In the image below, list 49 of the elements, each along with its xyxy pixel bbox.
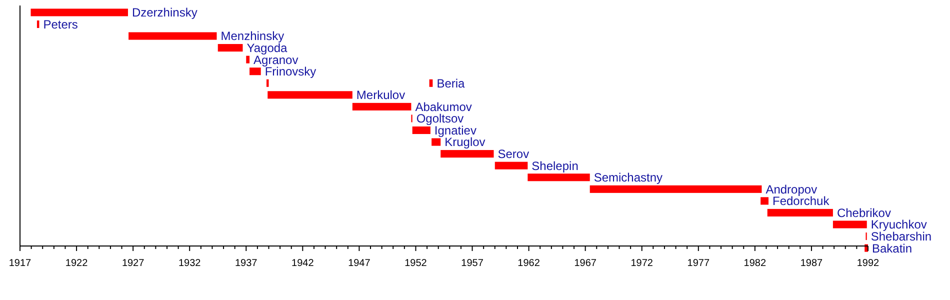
bar: [250, 68, 261, 76]
x-tick-label: 1967: [574, 258, 597, 269]
y-tick-label: Semichastny: [594, 170, 663, 185]
y-tick-label: Kruglov: [444, 135, 486, 150]
y-tick-label: Merkulov: [356, 88, 406, 102]
bar: [832, 220, 867, 228]
bar: [412, 126, 430, 134]
y-tick-label: Dzerzhinsky: [132, 6, 198, 20]
x-tick-label: 1917: [8, 258, 32, 269]
y-tick-label: Menzhinsky: [220, 29, 284, 44]
x-tick-label: 1952: [404, 258, 428, 269]
y-tick-label: Beria: [436, 76, 466, 90]
bar: [352, 102, 412, 110]
y-tick-label: Ignatiev: [434, 123, 476, 138]
bar: [218, 44, 243, 52]
bar: [590, 185, 762, 193]
y-tick-label: Abakumov: [415, 100, 472, 114]
x-tick-label: 1992: [856, 258, 880, 269]
bar: [760, 197, 768, 205]
y-tick-label: Shelepin: [532, 158, 578, 173]
y-tick-label: Peters: [43, 17, 78, 32]
x-tick-label: 1987: [800, 258, 824, 269]
y-tick-label: Serov: [498, 147, 530, 162]
x-tick-label: 1982: [744, 258, 766, 269]
y-tick-label: Ogoltsov: [416, 112, 464, 126]
x-tick-label: 1937: [235, 258, 258, 269]
bar: [440, 150, 494, 158]
x-tick-label: 1942: [292, 258, 314, 269]
bar: [432, 138, 441, 146]
bar: [767, 208, 833, 216]
x-tick-label: 1947: [348, 258, 371, 269]
x-tick-label: 1927: [122, 258, 145, 269]
y-tick-label: Fedorchuk: [772, 194, 830, 208]
y-tick-label: Bakatin: [872, 241, 912, 256]
bar: [494, 162, 528, 170]
bar: [128, 32, 217, 40]
y-tick-label: Andropov: [766, 182, 818, 196]
x-tick-label: 1972: [630, 258, 654, 269]
x-tick-label: 1957: [461, 258, 484, 269]
x-tick-label: 1922: [65, 258, 88, 269]
y-tick-label: Kryuchkov: [870, 218, 927, 232]
bar: [30, 8, 128, 16]
x-tick-label: 1932: [178, 258, 202, 269]
bar: [528, 174, 590, 182]
bar: [246, 56, 250, 64]
bar: [268, 91, 352, 99]
x-tick-label: 1977: [687, 258, 710, 269]
y-tick-label: Chebrikov: [836, 206, 891, 220]
x-tick-label: 1962: [518, 258, 540, 269]
